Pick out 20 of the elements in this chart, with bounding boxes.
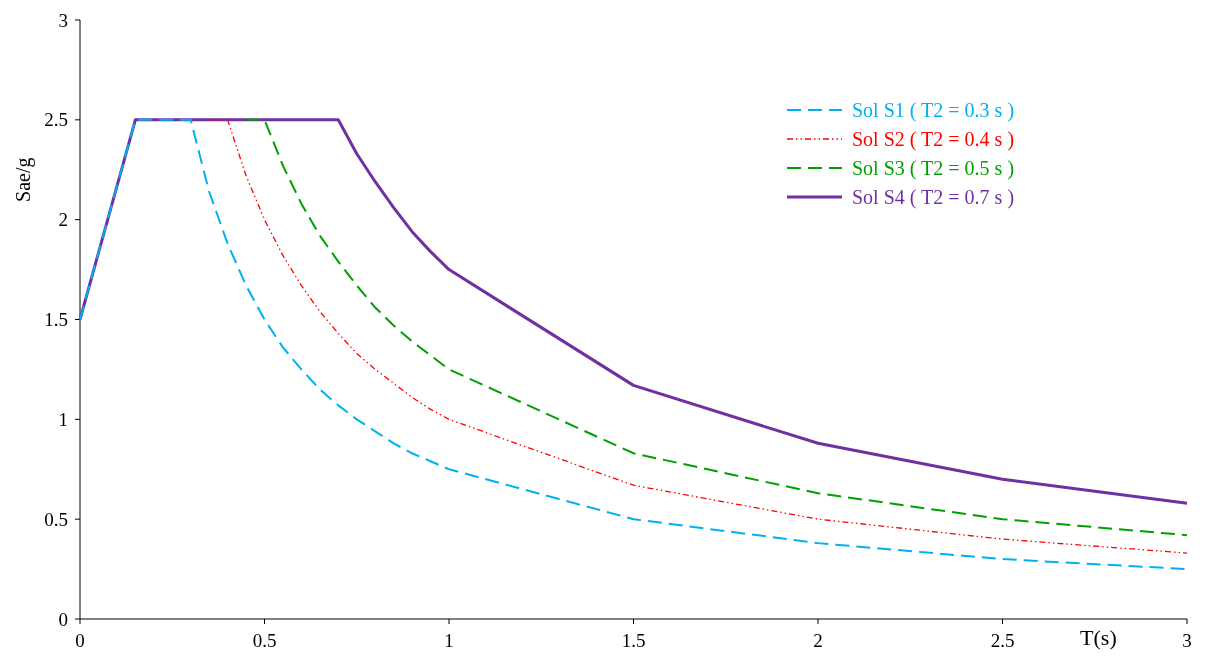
x-tick-label: 2.5 bbox=[990, 630, 1015, 651]
legend-label: Sol S3 ( T2 = 0.5 s ) bbox=[852, 157, 1015, 180]
x-tick-label: 3 bbox=[1182, 630, 1192, 651]
x-axis-title: T(s) bbox=[1080, 625, 1117, 650]
legend-label: Sol S4 ( T2 = 0.7 s ) bbox=[852, 186, 1015, 209]
y-tick-label: 2 bbox=[58, 209, 68, 231]
y-tick-label: 3 bbox=[58, 9, 68, 31]
legend-label: Sol S1 ( T2 = 0.3 s ) bbox=[852, 99, 1015, 122]
y-tick-label: 1 bbox=[58, 408, 68, 430]
y-axis-title: Sae/g bbox=[12, 157, 35, 202]
y-tick-label: 2.5 bbox=[44, 109, 68, 131]
legend-label: Sol S2 ( T2 = 0.4 s ) bbox=[852, 128, 1015, 151]
x-tick-label: 1.5 bbox=[621, 630, 646, 651]
x-tick-label: 2 bbox=[813, 630, 823, 651]
x-tick-label: 1 bbox=[444, 630, 454, 651]
y-tick-label: 0 bbox=[58, 608, 68, 630]
y-tick-label: 1.5 bbox=[44, 309, 68, 331]
x-tick-label: 0 bbox=[75, 630, 85, 651]
x-tick-label: 0.5 bbox=[252, 630, 277, 651]
y-tick-label: 0.5 bbox=[44, 508, 68, 530]
